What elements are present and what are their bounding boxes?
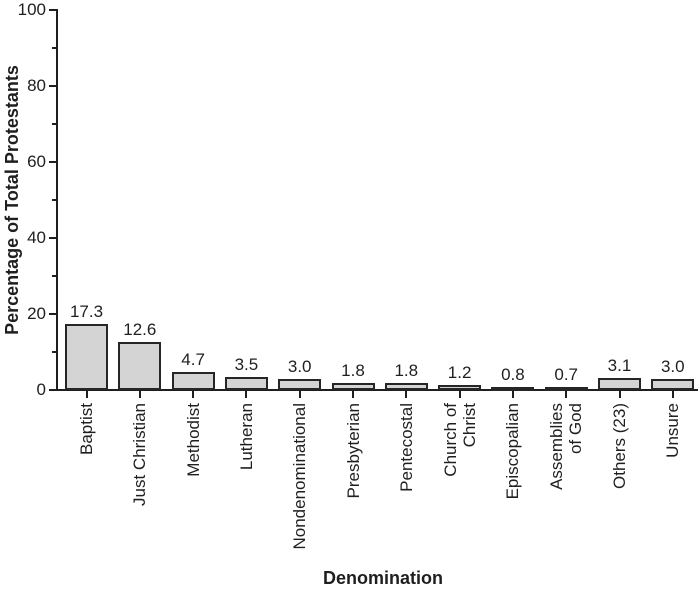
x-tick <box>671 391 674 398</box>
x-category-label: Nondenominational <box>290 403 310 550</box>
bar <box>384 383 428 390</box>
x-category-label: Unsure <box>663 403 683 458</box>
x-tick <box>245 391 248 398</box>
x-tick <box>458 391 461 398</box>
x-axis-line <box>56 389 698 391</box>
bar-value-label: 0.7 <box>554 365 578 385</box>
x-category-label: Church of Christ <box>440 403 479 477</box>
bar <box>438 385 482 390</box>
bar <box>651 378 695 390</box>
x-tick <box>352 391 354 398</box>
bar <box>491 386 535 391</box>
x-axis-title: Denomination <box>323 568 443 588</box>
bar <box>278 378 322 390</box>
y-tick-label: 60 <box>27 152 46 171</box>
bar <box>544 387 588 392</box>
x-tick <box>298 391 301 398</box>
bar-value-label: 12.6 <box>123 320 157 340</box>
y-major-tick <box>49 85 57 87</box>
x-tick <box>511 391 514 398</box>
y-tick-label: 40 <box>27 228 46 247</box>
y-major-tick <box>49 9 57 11</box>
x-category-label: Presbyterian <box>343 403 363 499</box>
y-tick-label: 100 <box>17 0 46 19</box>
y-major-tick <box>49 313 57 315</box>
bar-value-label: 1.8 <box>394 361 419 381</box>
x-category-label: Methodist <box>183 403 203 477</box>
bar-value-label: 1.8 <box>341 361 365 381</box>
x-category-label: Baptist <box>77 403 96 455</box>
bar <box>118 342 162 390</box>
x-category-label: Others (23) <box>610 403 629 489</box>
x-tick <box>85 391 88 398</box>
bar-value-label: 0.8 <box>501 364 525 384</box>
bar <box>224 376 268 390</box>
x-category-label: Just Christian <box>130 403 150 506</box>
x-category-label: Episcopalian <box>503 403 523 500</box>
bar <box>331 383 375 390</box>
x-category-label: Lutheran <box>236 403 256 471</box>
y-tick-label: 80 <box>27 76 46 95</box>
bar-value-label: 1.2 <box>447 363 472 383</box>
y-minor-tick <box>52 275 57 277</box>
y-minor-tick <box>52 123 57 125</box>
bar-value-label: 3.0 <box>287 356 312 376</box>
bar-value-label: 4.7 <box>181 350 205 370</box>
y-major-tick <box>49 161 57 163</box>
x-category-label: Assemblies of God <box>547 403 586 490</box>
x-category-label: Pentecostal <box>396 403 416 492</box>
bar-value-label: 17.3 <box>69 302 104 322</box>
y-major-tick <box>49 237 57 239</box>
bar-value-label: 3.1 <box>607 356 632 376</box>
y-tick-label: 20 <box>27 304 46 323</box>
bar <box>65 324 108 390</box>
bar-value-label: 3.5 <box>234 354 259 374</box>
y-tick-label: 0 <box>36 380 46 399</box>
x-tick <box>565 391 568 398</box>
y-minor-tick <box>52 199 57 201</box>
x-tick <box>192 391 195 398</box>
bar <box>171 372 215 390</box>
y-minor-tick <box>52 47 57 49</box>
bar-value-label: 3.0 <box>660 356 685 376</box>
y-axis-line <box>56 9 58 391</box>
y-minor-tick <box>52 351 57 353</box>
x-tick <box>618 391 621 398</box>
y-major-tick <box>49 389 57 391</box>
bar <box>598 378 641 390</box>
x-tick <box>138 391 141 398</box>
x-tick <box>405 391 408 398</box>
